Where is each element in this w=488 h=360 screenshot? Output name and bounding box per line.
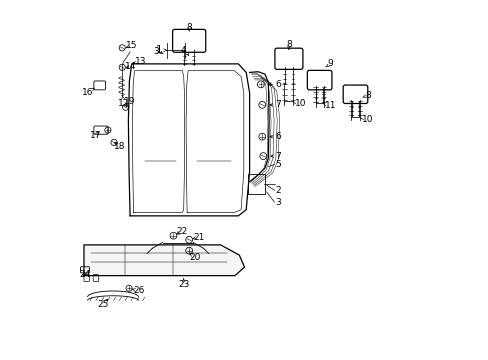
Text: 1: 1 bbox=[156, 45, 162, 55]
Text: 5: 5 bbox=[275, 160, 280, 169]
Polygon shape bbox=[84, 245, 244, 276]
Text: 21: 21 bbox=[193, 233, 204, 242]
Text: 17: 17 bbox=[90, 131, 102, 140]
Text: 10: 10 bbox=[294, 99, 306, 108]
Text: 6: 6 bbox=[275, 132, 280, 141]
Text: 23: 23 bbox=[178, 280, 189, 289]
Text: 14: 14 bbox=[125, 62, 137, 71]
Text: 12: 12 bbox=[117, 99, 129, 108]
Text: 7: 7 bbox=[275, 100, 280, 109]
Text: 4: 4 bbox=[180, 46, 185, 55]
Text: 22: 22 bbox=[176, 227, 187, 236]
Text: 8: 8 bbox=[186, 23, 192, 32]
Text: 2: 2 bbox=[275, 186, 280, 195]
Text: 8: 8 bbox=[285, 40, 291, 49]
Text: 26: 26 bbox=[133, 287, 145, 296]
Text: 15: 15 bbox=[126, 41, 137, 50]
Text: 9: 9 bbox=[327, 59, 333, 68]
Text: 10: 10 bbox=[362, 115, 373, 124]
Text: 18: 18 bbox=[114, 142, 125, 151]
Text: 11: 11 bbox=[324, 102, 336, 111]
Text: 20: 20 bbox=[189, 253, 200, 262]
Text: 25: 25 bbox=[97, 300, 108, 309]
Text: 6: 6 bbox=[275, 80, 280, 89]
Text: 16: 16 bbox=[81, 88, 93, 97]
Text: 19: 19 bbox=[124, 97, 136, 106]
Text: 3: 3 bbox=[153, 48, 158, 57]
Text: 8: 8 bbox=[365, 91, 370, 100]
Text: 24: 24 bbox=[79, 270, 90, 279]
Text: 13: 13 bbox=[134, 57, 146, 66]
Text: 3: 3 bbox=[275, 198, 280, 207]
Text: 7: 7 bbox=[275, 152, 280, 161]
